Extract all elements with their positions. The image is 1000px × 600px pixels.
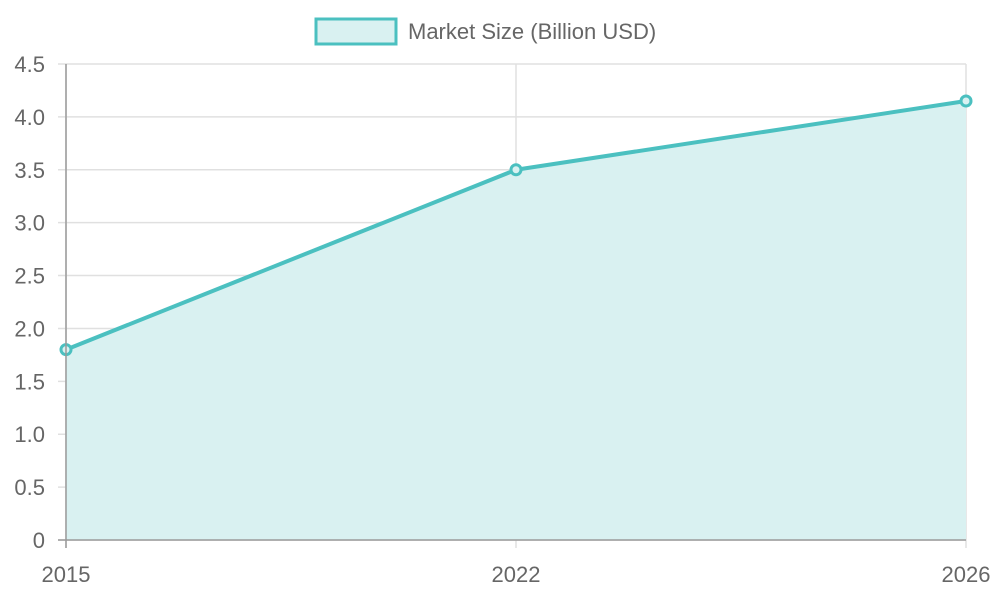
y-tick-label: 0 [33,528,45,553]
series-area [66,101,966,541]
y-tick-label: 3.0 [14,211,45,236]
y-tick-label: 2.5 [14,264,45,289]
y-tick-label: 1.0 [14,422,45,447]
y-axis-ticks: 0 0.5 1.0 1.5 2.0 2.5 3.0 3.5 4.0 4.5 [14,52,45,553]
data-point[interactable] [959,94,973,108]
y-tick-label: 0.5 [14,475,45,500]
legend-swatch [314,17,398,46]
x-tick-label: 2026 [942,562,991,587]
y-tick-label: 2.0 [14,316,45,341]
legend[interactable]: Market Size (Billion USD) [314,17,656,46]
series-layer [59,94,973,541]
data-point[interactable] [509,163,523,177]
legend-label: Market Size (Billion USD) [408,19,656,44]
x-axis-ticks: 2015 2022 2026 [42,562,991,587]
y-tick-label: 1.5 [14,369,45,394]
y-tick-label: 4.5 [14,52,45,77]
axes [58,64,966,548]
y-tick-label: 4.0 [14,105,45,130]
x-tick-label: 2022 [492,562,541,587]
x-tick-label: 2015 [42,562,91,587]
y-tick-label: 3.5 [14,158,45,183]
